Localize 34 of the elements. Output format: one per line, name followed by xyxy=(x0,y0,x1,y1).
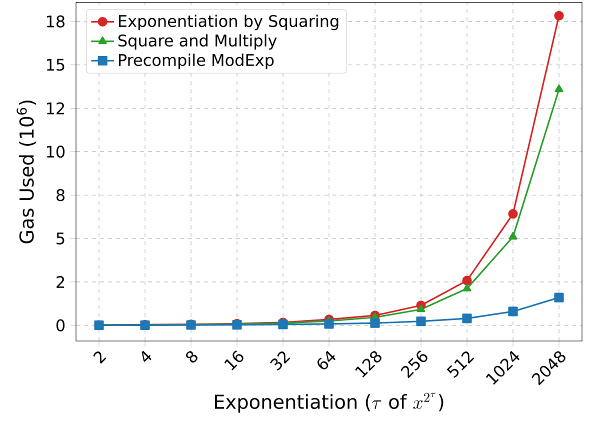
point xyxy=(462,314,472,324)
point xyxy=(462,284,472,292)
legend-label: Square and Multiply xyxy=(118,34,277,50)
point xyxy=(462,276,472,286)
x-tick-label: 4 xyxy=(142,350,152,362)
y-tick-label: 18 xyxy=(47,15,64,28)
x-tick-label: 2 xyxy=(93,352,106,364)
y-tick-label: 2 xyxy=(56,276,64,288)
point xyxy=(554,292,564,302)
y-tick-label: 10 xyxy=(47,146,65,158)
point xyxy=(554,10,564,20)
point xyxy=(324,319,334,329)
point xyxy=(416,304,426,312)
point xyxy=(554,84,564,92)
point xyxy=(508,306,518,316)
legend-label: Precompile ModExp xyxy=(118,54,274,70)
x-tick-label: 64 xyxy=(317,350,336,370)
point xyxy=(370,318,380,328)
x-tick-label: 32 xyxy=(270,352,290,371)
x-tick-label: 512 xyxy=(446,352,474,378)
y-tick-label: 0 xyxy=(56,319,65,332)
legend-label: Exponentiation by Squaring xyxy=(118,14,338,30)
y-axis-title: Gas Used (10$^{6}$) xyxy=(16,100,36,244)
point xyxy=(416,316,426,326)
y-tick-label: 12 xyxy=(47,102,64,114)
y-tick-label: 5 xyxy=(56,232,64,244)
x-tick-label: 128 xyxy=(355,351,382,378)
y-tick-label: 8 xyxy=(56,189,65,202)
y-tick-label: 15 xyxy=(47,58,64,71)
x-axis-title: $\text{Exponentiation (}\tau\text{ of }x^{2^{\tau}}\text{)}$ xyxy=(215,392,444,413)
x-tick-label: 16 xyxy=(224,350,244,370)
point xyxy=(508,209,518,219)
x-tick-label: 8 xyxy=(186,351,198,363)
point xyxy=(508,232,518,240)
